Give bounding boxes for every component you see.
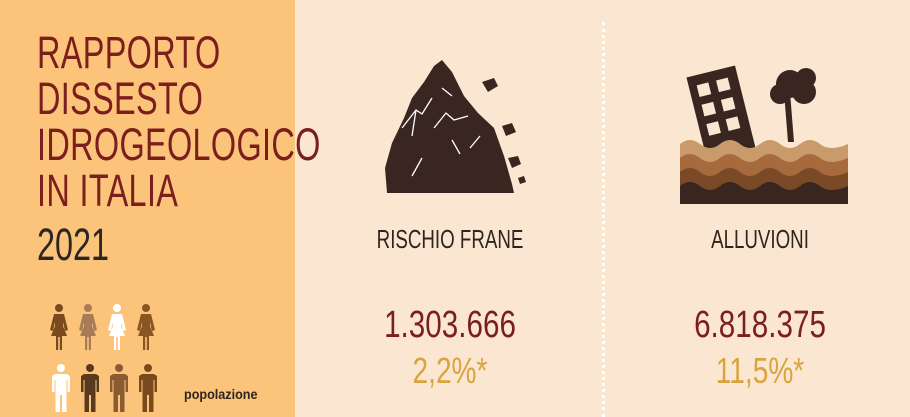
flood-icon bbox=[680, 65, 848, 204]
report-year: 2021 bbox=[37, 219, 110, 270]
landslide-percent: 2,2%* bbox=[412, 350, 488, 391]
landslide-value: 1.303.666 bbox=[384, 304, 516, 346]
flood-label: ALLUVIONI bbox=[711, 224, 809, 254]
title-line-4: IN ITALIA bbox=[37, 165, 179, 216]
landslide-label: RISCHIO FRANE bbox=[376, 224, 524, 254]
title-line-2: DISSESTO bbox=[37, 73, 204, 124]
population-people-icon bbox=[50, 304, 157, 412]
flood-percent: 11,5%* bbox=[715, 350, 805, 391]
title-line-3: IDROGEOLOGICO bbox=[37, 119, 321, 170]
landslide-icon bbox=[385, 60, 526, 193]
flood-value: 6.818.375 bbox=[694, 304, 826, 346]
title-panel: RAPPORTO DISSESTO IDROGEOLOGICO IN ITALI… bbox=[0, 0, 320, 417]
report-title: RAPPORTO DISSESTO IDROGEOLOGICO IN ITALI… bbox=[37, 30, 321, 214]
population-legend-label: popolazione bbox=[184, 386, 258, 402]
section-divider bbox=[602, 22, 605, 417]
title-line-1: RAPPORTO bbox=[37, 27, 221, 78]
